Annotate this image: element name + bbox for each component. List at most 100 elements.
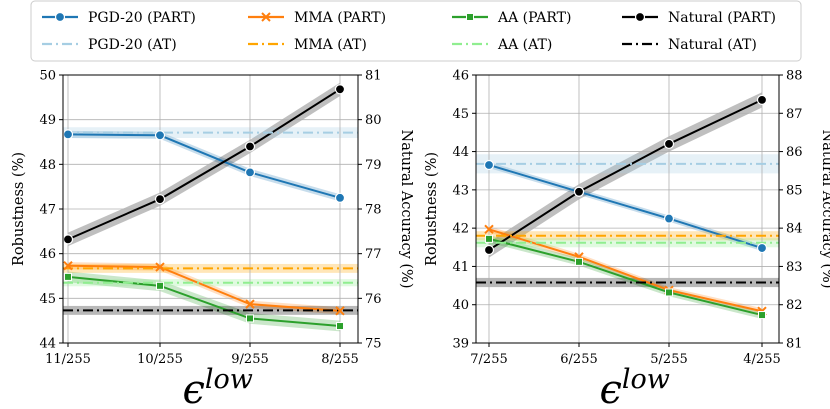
left-panel-natural-part-band [68,82,340,247]
left-panel-ylabel: Robustness (%) [11,152,27,266]
right-panel-ytick-label: 46 [452,69,469,84]
left-panel-ytick-right-label: 77 [365,247,382,262]
left-panel-xtick-label: 11/255 [45,352,91,367]
left-panel-mma-part-line [67,264,341,312]
legend-frame [30,0,802,62]
left-panel-ytick-label: 45 [39,292,56,307]
legend-pgd-20-at-label: PGD-20 (AT) [88,37,177,53]
left-panel-aa-part-point-1 [156,281,164,290]
legend-mma-part-label: MMA (PART) [294,10,386,26]
right-panel-ytick-right-label: 82 [786,298,803,313]
right-panel-aa-part-line [488,237,763,317]
left-panel-mma-part-point-2 [245,299,255,309]
right-panel-natural-part-point-3 [756,94,768,105]
left-panel-xlabel-sup: low [205,364,253,395]
left-panel-natural-part-point-3 [334,84,346,95]
left-panel-ytick-right-label: 81 [365,69,382,84]
right-panel-xlabel-base: ϵ [600,367,622,409]
right-panel-aa-part-point-2 [665,288,673,297]
right-panel-ytick-label: 45 [452,107,469,122]
legend-aa-at-label: AA (AT) [497,37,552,53]
right-panel-xtick-label: 5/255 [650,352,687,367]
left-panel-pgd-20-part-point-0 [62,129,74,140]
legend-mma-at-label: MMA (AT) [294,37,367,53]
right-panel-ytick-label: 43 [452,183,469,198]
right-panel-pgd-20-part-point-0 [483,159,495,171]
right-panel-mma-part-band [489,226,762,315]
left-panel-ytick-label: 44 [39,337,56,352]
left-panel-ytick-label: 50 [39,69,56,84]
right-panel-xtick-label: 6/255 [560,352,597,367]
left-panel-mma-part-point-1 [155,262,165,272]
right-panel-xlabel-sup: low [622,364,670,395]
left-panel-ytick-label: 46 [39,247,56,262]
right-panel-natural-part-point-2 [663,138,675,150]
left-panel-mma-part-point-0 [63,261,73,271]
legend-aa-part-marker [466,13,474,21]
legend-natural-part-marker [634,11,646,23]
right-panel-pgd-20-part-point-3 [756,242,768,254]
right-panel-ylabel-right: Natural Accuracy (%) [819,130,830,289]
right-panel-natural-at-band [476,277,779,288]
left-panel-ytick-label: 49 [39,113,56,128]
right-panel-aa-part-point-3 [758,311,766,320]
right-panel-pgd-20-part-point-2 [663,213,675,224]
left-panel: 44 45 46 47 48 49 50 75 76 77 78 79 80 81 11/255 10/255… [11,69,414,409]
legend-pgd-20-part-label: PGD-20 (PART) [88,10,196,26]
legend-mma-part-marker [261,12,271,22]
right-panel-ytick-right-label: 84 [786,222,803,237]
right-panel-aa-at-band [476,238,779,248]
left-panel-ytick-right-label: 76 [365,292,382,307]
left-panel-aa-part-point-3 [336,322,344,331]
legend-natural-part-label: Natural (PART) [668,10,776,26]
left-panel-ytick-label: 47 [39,203,56,218]
right-panel: 39 40 41 42 43 44 45 46 81 82 83 84 85 86 87 88 7/255 6/2… [424,69,830,409]
right-panel-natural-part-point-1 [573,186,585,197]
legend-natural-at-label: Natural (AT) [668,37,757,53]
left-panel-ytick-label: 48 [39,158,56,173]
right-panel-ytick-label: 39 [452,337,469,352]
left-panel-ytick-right-label: 79 [365,158,382,173]
right-panel-ytick-right-label: 85 [786,183,803,198]
right-panel-mma-part-point-0 [484,224,494,234]
right-panel-ytick-right-label: 83 [786,260,803,275]
right-panel-ytick-right-label: 81 [786,337,803,352]
left-panel-xtick-label: 10/255 [137,352,183,367]
left-panel-xlabel: ϵlow [183,364,253,409]
left-panel-mma-part-point-3 [335,306,345,316]
left-panel-aa-part-line [67,275,341,328]
right-panel-xtick-label: 7/255 [470,352,507,367]
right-panel-ytick-label: 44 [452,145,469,160]
right-panel-frame [475,74,780,344]
left-panel-aa-part-point-0 [64,272,72,281]
legend-aa-part-label: AA (PART) [497,10,571,26]
left-panel-natural-part-point-2 [244,141,256,152]
left-panel-pgd-20-part-band [68,130,340,202]
right-panel-pgd-20-part-line [488,164,763,250]
right-panel-natural-part-point-0 [483,244,495,256]
right-panel-mma-part-line [488,228,763,313]
legend-pgd-20-part-marker [54,11,66,23]
left-panel-xtick-label: 9/255 [231,352,268,367]
left-panel-pgd-20-part-point-3 [334,192,346,203]
left-panel-xlabel-base: ϵ [183,367,205,409]
right-panel-ytick-label: 42 [452,222,469,237]
right-panel-ylabel: Robustness (%) [424,152,440,266]
right-panel-aa-part-point-1 [575,257,583,266]
right-panel-ytick-right-label: 86 [786,145,803,160]
right-panel-mma-at-band [476,231,779,241]
left-panel-pgd-20-part-point-2 [244,167,256,178]
legend: PGD-20 (PART) MMA (PART) AA (PART) Natural … [30,0,802,62]
left-panel-natural-part-point-1 [154,194,166,205]
left-panel-pgd-20-part-point-1 [154,130,166,141]
right-panel-pgd-20-at-band [476,154,779,174]
right-panel-ytick-label: 40 [452,298,469,313]
right-panel-natural-part-line [488,98,763,251]
right-panel-natural-part-band [489,92,762,258]
left-panel-ylabel-right: Natural Accuracy (%) [398,130,414,289]
left-panel-ytick-right-label: 75 [365,337,382,352]
left-panel-natural-part-point-0 [62,234,74,245]
left-panel-ytick-right-label: 80 [365,113,382,128]
left-panel-natural-part-line [67,88,341,241]
